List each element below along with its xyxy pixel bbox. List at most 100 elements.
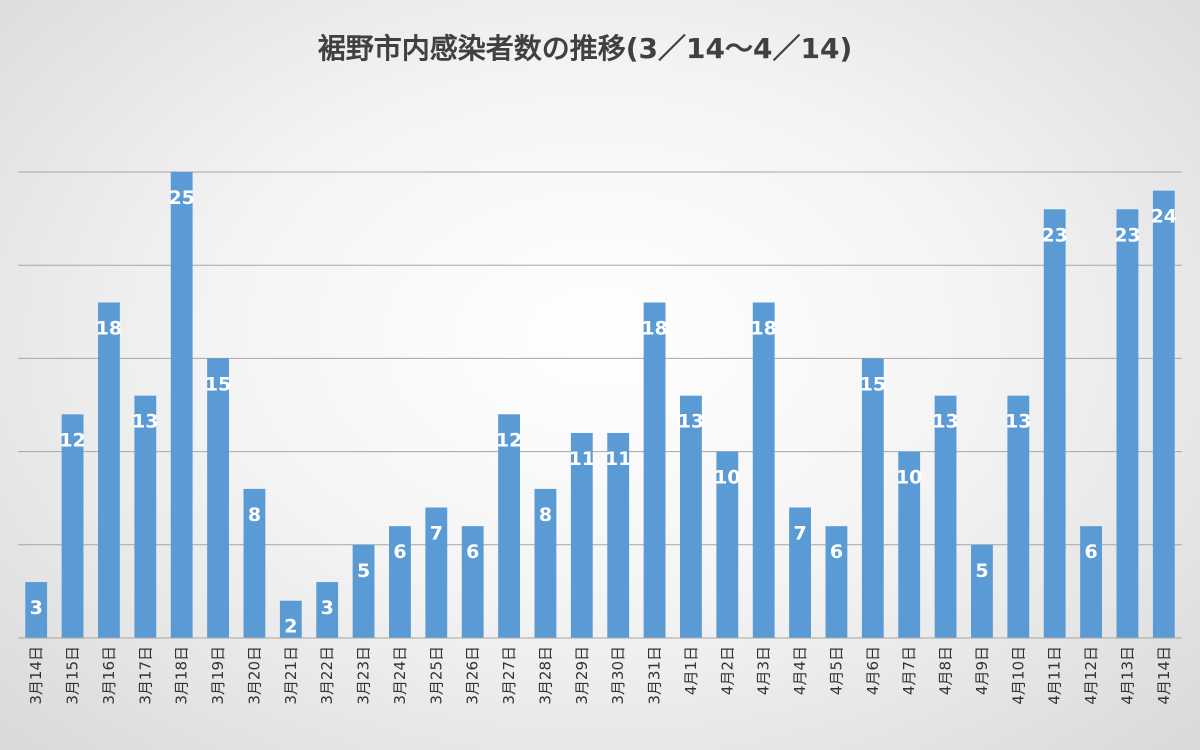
data-label: 18: [750, 317, 776, 339]
x-tick-label: 4月14日: [1155, 646, 1173, 705]
bar: [1116, 209, 1139, 638]
x-tick-label: 4月7日: [900, 646, 918, 695]
data-label: 6: [1084, 541, 1097, 563]
x-tick-label: 4月12日: [1082, 646, 1100, 705]
data-label: 5: [357, 560, 370, 582]
x-tick-label: 4月8日: [937, 646, 955, 695]
bar: [716, 451, 739, 638]
data-label: 10: [896, 467, 922, 489]
bar: [61, 414, 84, 638]
bar: [1152, 190, 1175, 638]
data-label: 8: [539, 504, 552, 526]
data-label: 11: [569, 448, 595, 470]
x-tick-label: 4月1日: [682, 646, 700, 695]
x-tick-label: 3月28日: [536, 646, 554, 705]
data-label: 13: [932, 411, 958, 433]
x-tick-label: 3月17日: [136, 646, 154, 705]
x-tick-label: 4月11日: [1046, 646, 1064, 705]
data-label: 6: [393, 541, 406, 563]
x-tick-label: 3月25日: [427, 646, 445, 705]
bar: [425, 507, 448, 638]
bar: [1080, 526, 1102, 638]
bar: [607, 432, 630, 638]
bar: [825, 526, 848, 638]
x-axis-ticks: 3月14日 3月15日 3月16日 3月17日 3月18日 3月19日 3月20日 3月21日…: [27, 646, 1173, 705]
data-label: 6: [830, 541, 843, 563]
data-label: 11: [605, 448, 631, 470]
x-tick-label: 3月30日: [609, 646, 627, 705]
x-tick-label: 3月21日: [282, 646, 300, 705]
data-label: 2: [284, 616, 297, 638]
bar: [789, 507, 811, 638]
data-label: 18: [641, 317, 667, 339]
x-tick-label: 4月10日: [1009, 646, 1027, 705]
data-label: 12: [59, 429, 85, 451]
x-tick-label: 4月2日: [718, 646, 736, 695]
x-tick-label: 4月5日: [827, 646, 845, 695]
data-label: 10: [714, 467, 740, 489]
bar: [25, 582, 48, 638]
bar: [934, 395, 957, 638]
x-tick-label: 4月6日: [864, 646, 882, 695]
bar: [389, 526, 411, 638]
data-label: 23: [1114, 224, 1140, 246]
bar: [971, 544, 993, 638]
x-tick-label: 3月31日: [646, 646, 664, 705]
data-label: 5: [975, 560, 988, 582]
data-label: 15: [860, 373, 886, 395]
data-label: 12: [496, 429, 522, 451]
x-tick-label: 3月27日: [500, 646, 518, 705]
x-tick-label: 3月15日: [64, 646, 82, 705]
x-tick-label: 3月19日: [209, 646, 227, 705]
bar: [279, 600, 302, 638]
bar: [98, 302, 120, 638]
bar: [170, 172, 193, 638]
bar: [752, 302, 775, 638]
data-label: 25: [168, 187, 194, 209]
data-label: 13: [678, 411, 704, 433]
data-label: 24: [1151, 206, 1177, 228]
data-label: 7: [430, 523, 443, 545]
data-label: 23: [1041, 224, 1067, 246]
bar: [243, 488, 266, 638]
x-tick-label: 4月4日: [791, 646, 809, 695]
x-tick-label: 4月3日: [755, 646, 773, 695]
data-label: 3: [30, 597, 43, 619]
x-tick-label: 3月18日: [173, 646, 191, 705]
bar: [1043, 209, 1066, 638]
bar: [570, 432, 593, 638]
bar: [898, 451, 921, 638]
data-label: 18: [96, 317, 122, 339]
data-label: 15: [205, 373, 231, 395]
x-tick-label: 3月29日: [573, 646, 591, 705]
bar: [861, 358, 884, 638]
data-label: 7: [793, 523, 806, 545]
x-tick-label: 3月20日: [245, 646, 263, 705]
bar: [134, 395, 157, 638]
bar: [461, 526, 484, 638]
bar: [1007, 395, 1030, 638]
bar: [680, 395, 702, 638]
bar: [352, 544, 375, 638]
data-label: 6: [466, 541, 479, 563]
x-tick-label: 3月23日: [355, 646, 373, 705]
bar: [534, 488, 557, 638]
bars: [25, 172, 1175, 638]
data-label: 8: [248, 504, 261, 526]
x-tick-label: 4月9日: [973, 646, 991, 695]
x-tick-label: 3月24日: [391, 646, 409, 705]
chart-title: 裾野市内感染者数の推移(3／14〜4／14): [318, 32, 853, 65]
data-label: 13: [132, 411, 158, 433]
bar: [498, 414, 520, 638]
bar: [316, 582, 339, 638]
x-tick-label: 3月14日: [27, 646, 45, 705]
data-label: 13: [1005, 411, 1031, 433]
x-tick-label: 3月22日: [318, 646, 336, 705]
bar: [207, 358, 229, 638]
data-label: 3: [321, 597, 334, 619]
x-tick-label: 4月13日: [1118, 646, 1136, 705]
x-tick-label: 3月26日: [464, 646, 482, 705]
